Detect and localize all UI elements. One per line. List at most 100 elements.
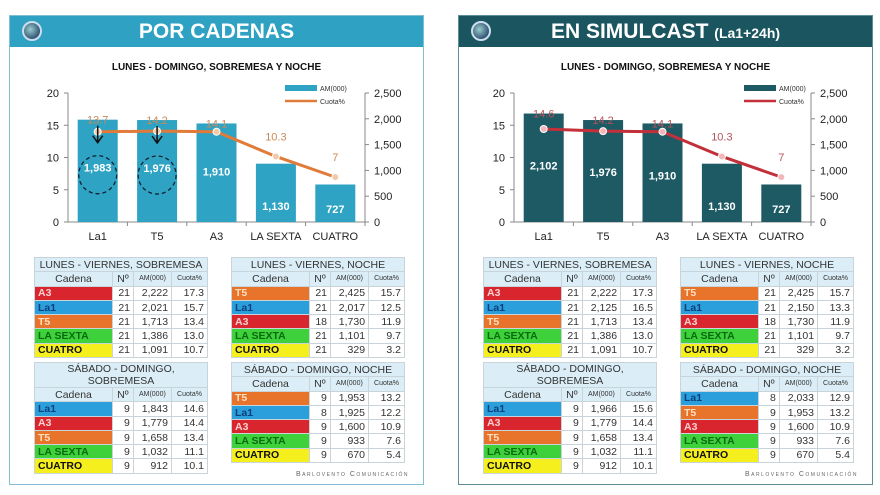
channel-cell: La1 (483, 299, 562, 316)
am-cell: 912 (132, 458, 172, 474)
ratings-table: SÁBADO - DOMINGO, SOBREMESA Cadena Nº AM(00… (483, 362, 658, 474)
channel-cell: T5 (680, 404, 759, 421)
column-header: Cuota% (367, 376, 406, 392)
table-row: La1 21 2,017 12.5 (231, 299, 405, 316)
count-cell: 9 (112, 401, 134, 417)
table-row: A3 21 2,222 17.3 (483, 285, 657, 301)
channel-cell: T5 (483, 429, 562, 446)
am-cell: 1,779 (132, 415, 172, 431)
legend-swatch-bar (744, 85, 776, 91)
channel-cell: CUATRO (680, 447, 759, 464)
am-cell: 1,032 (132, 444, 172, 460)
count-cell: 9 (758, 447, 780, 464)
count-cell: 9 (309, 447, 331, 464)
panel-header: POR CADENAS (10, 16, 423, 47)
column-header: AM(000) (778, 376, 818, 392)
column-header: AM(000) (133, 271, 173, 287)
cuota-cell: 14.6 (170, 401, 209, 417)
y-tick-label-right: 0 (374, 217, 380, 229)
count-cell: 9 (309, 390, 331, 406)
column-header: AM(000) (581, 386, 621, 403)
channel-cell: CUATRO (680, 342, 759, 359)
table-header-row: Cadena Nº AM(000) Cuota% (231, 376, 406, 392)
channel-cell: La1 (34, 299, 113, 316)
table-row: A3 9 1,779 14.4 (483, 415, 658, 431)
channel-cell: T5 (231, 390, 310, 406)
table-row: LA SEXTA 21 1,101 9.7 (680, 328, 854, 344)
globe-icon (471, 21, 491, 41)
y-tick-label-left: 5 (499, 185, 505, 197)
am-cell: 329 (330, 342, 370, 359)
bar-value-label: 727 (772, 204, 790, 216)
channel-cell: T5 (34, 429, 113, 446)
table-header-row: Cadena Nº AM(000) Cuota% (483, 386, 658, 403)
globe-icon (22, 21, 42, 41)
line-value-label: 13.7 (87, 115, 108, 127)
cuota-cell: 17.3 (171, 285, 208, 301)
table-title: LUNES - VIERNES, NOCHE (231, 256, 405, 273)
line-point (599, 127, 608, 136)
column-header: Cadena (483, 271, 562, 287)
column-header: Cadena (680, 271, 759, 287)
legend-label-line: Cuota% (320, 99, 345, 106)
channel-cell: CUATRO (34, 342, 113, 359)
table-title: LUNES - VIERNES, SOBREMESA (483, 256, 657, 273)
table-row: A3 18 1,730 11.9 (680, 314, 854, 330)
cuota-cell: 13.2 (816, 404, 855, 421)
channel-cell: CUATRO (34, 458, 113, 474)
column-header: Nº (112, 386, 134, 403)
am-cell: 1,953 (778, 404, 818, 421)
count-cell: 21 (308, 299, 332, 316)
table-title: LUNES - VIERNES, NOCHE (680, 256, 854, 273)
cuota-cell: 13.0 (620, 328, 657, 344)
x-tick-label: A3 (656, 231, 669, 243)
bar-value-label: 1,976 (143, 163, 171, 175)
channel-cell: LA SEXTA (231, 328, 310, 344)
bar-value-label: 1,983 (84, 163, 112, 175)
column-header: AM(000) (582, 271, 622, 287)
column-header: Nº (111, 271, 135, 287)
y-tick-label-left: 5 (53, 185, 59, 197)
line-value-label: 14.6 (533, 109, 554, 121)
am-cell: 1,091 (582, 342, 622, 359)
cuota-cell: 9.7 (368, 328, 405, 344)
cuota-cell: 10.1 (619, 458, 658, 474)
line-value-label: 10.3 (265, 131, 286, 143)
table-row: A3 18 1,730 11.9 (231, 314, 405, 330)
table-row: T5 21 2,425 15.7 (231, 285, 405, 301)
channel-cell: A3 (680, 314, 759, 330)
ratings-table: LUNES - VIERNES, NOCHE Cadena Nº AM(000) Cuo… (231, 256, 405, 359)
column-header: Cadena (34, 386, 113, 403)
am-cell: 1,953 (329, 390, 369, 406)
table-title: LUNES - VIERNES, SOBREMESA (34, 256, 208, 273)
table-row: LA SEXTA 9 933 7.6 (680, 433, 855, 449)
column-header: Cuota% (368, 271, 405, 287)
column-header: Cadena (231, 376, 310, 392)
chart-title: LUNES - DOMINGO, SOBREMESA Y NOCHE (560, 62, 771, 73)
channel-cell: A3 (483, 415, 562, 431)
cuota-cell: 13.4 (620, 314, 657, 330)
table-header-row: Cadena Nº AM(000) Cuota% (34, 386, 209, 403)
count-cell: 21 (560, 342, 584, 359)
x-tick-label: CUATRO (312, 231, 358, 243)
table-row: CUATRO 9 670 5.4 (680, 447, 855, 464)
line-value-label: 14.2 (146, 115, 167, 127)
table-header-row: Cadena Nº AM(000) Cuota% (34, 271, 208, 287)
count-cell: 21 (757, 342, 781, 359)
combo-chart: 0 5 10 15 20 0 500 1,000 1,500 2,000 2,500 La1 2,102… (493, 85, 848, 243)
am-cell: 933 (778, 433, 818, 449)
line-point (717, 152, 726, 161)
channel-cell: A3 (34, 285, 113, 301)
column-header: Nº (757, 271, 781, 287)
count-cell: 9 (112, 444, 134, 460)
ratings-table: SÁBADO - DOMINGO, NOCHE Cadena Nº AM(000) Cu… (680, 361, 855, 464)
table-row: CUATRO 9 912 10.1 (483, 458, 658, 474)
table-title: SÁBADO - DOMINGO, NOCHE (680, 361, 854, 378)
cuota-cell: 10.7 (171, 342, 208, 359)
channel-cell: La1 (34, 401, 113, 417)
x-tick-label: T5 (597, 231, 610, 243)
bar-value-label: 1,976 (589, 167, 617, 179)
panel-header: EN SIMULCAST (La1+24h) (459, 16, 872, 47)
cuota-cell: 10.9 (816, 419, 855, 435)
y-tick-label-left: 10 (47, 153, 59, 165)
